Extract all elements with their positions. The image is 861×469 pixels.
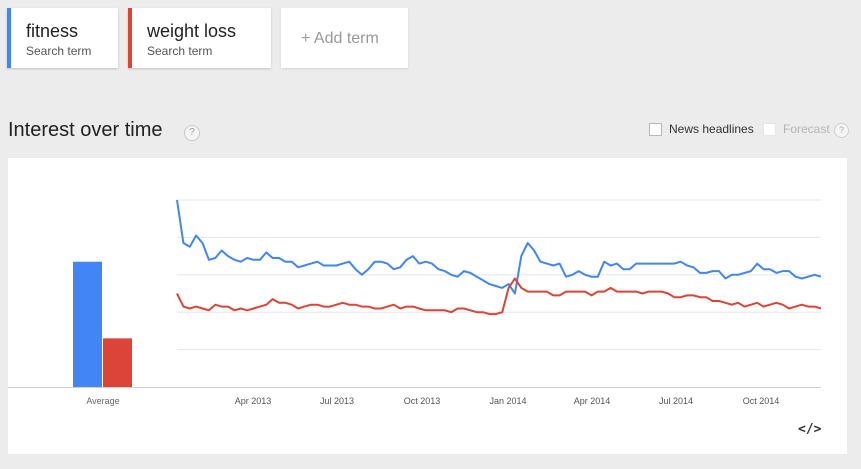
interest-over-time-chart: Average Apr 2013 Jul 2013 Oct 2013 Jan 2014 A… <box>8 158 847 454</box>
forecast-checkbox[interactable] <box>763 122 776 136</box>
term-name: fitness <box>26 21 79 41</box>
forecast-option[interactable]: Forecast <box>763 122 830 136</box>
average-bar-fitness <box>73 261 102 387</box>
section-title: Interest over time <box>8 119 163 141</box>
search-term-fitness[interactable]: fitness Search term <box>7 8 118 68</box>
term-color-bar <box>128 8 132 68</box>
news-headlines-label: News headlines <box>669 122 754 136</box>
x-tick-label: Oct 2014 <box>743 396 780 406</box>
series-line-fitness <box>176 199 822 295</box>
x-tick-label: Oct 2013 <box>404 396 441 406</box>
embed-code-icon[interactable]: </> <box>798 422 822 437</box>
news-headlines-option[interactable]: News headlines <box>649 122 754 136</box>
x-tick-label: Jan 2014 <box>489 396 526 406</box>
forecast-help-icon[interactable]: ? <box>834 123 849 138</box>
series-line-weight-loss <box>176 277 822 316</box>
news-headlines-checkbox[interactable] <box>649 122 662 136</box>
x-tick-label: Apr 2013 <box>235 396 272 406</box>
chart-svg: Average Apr 2013 Jul 2013 Oct 2013 Jan 2014 A… <box>8 199 822 406</box>
search-term-weight-loss[interactable]: weight loss Search term <box>128 8 271 68</box>
term-color-bar <box>7 8 11 68</box>
term-name: weight loss <box>147 21 237 41</box>
help-icon[interactable]: ? <box>184 125 200 141</box>
term-type-label: Search term <box>26 44 92 58</box>
term-type-label: Search term <box>147 44 213 58</box>
average-label: Average <box>86 396 119 406</box>
average-bar-weight-loss <box>103 338 132 387</box>
forecast-label: Forecast <box>783 122 830 136</box>
x-tick-label: Jul 2014 <box>659 396 693 406</box>
x-tick-label: Apr 2014 <box>574 396 611 406</box>
x-tick-label: Jul 2013 <box>320 396 354 406</box>
add-term-button[interactable]: + Add term <box>281 8 408 68</box>
